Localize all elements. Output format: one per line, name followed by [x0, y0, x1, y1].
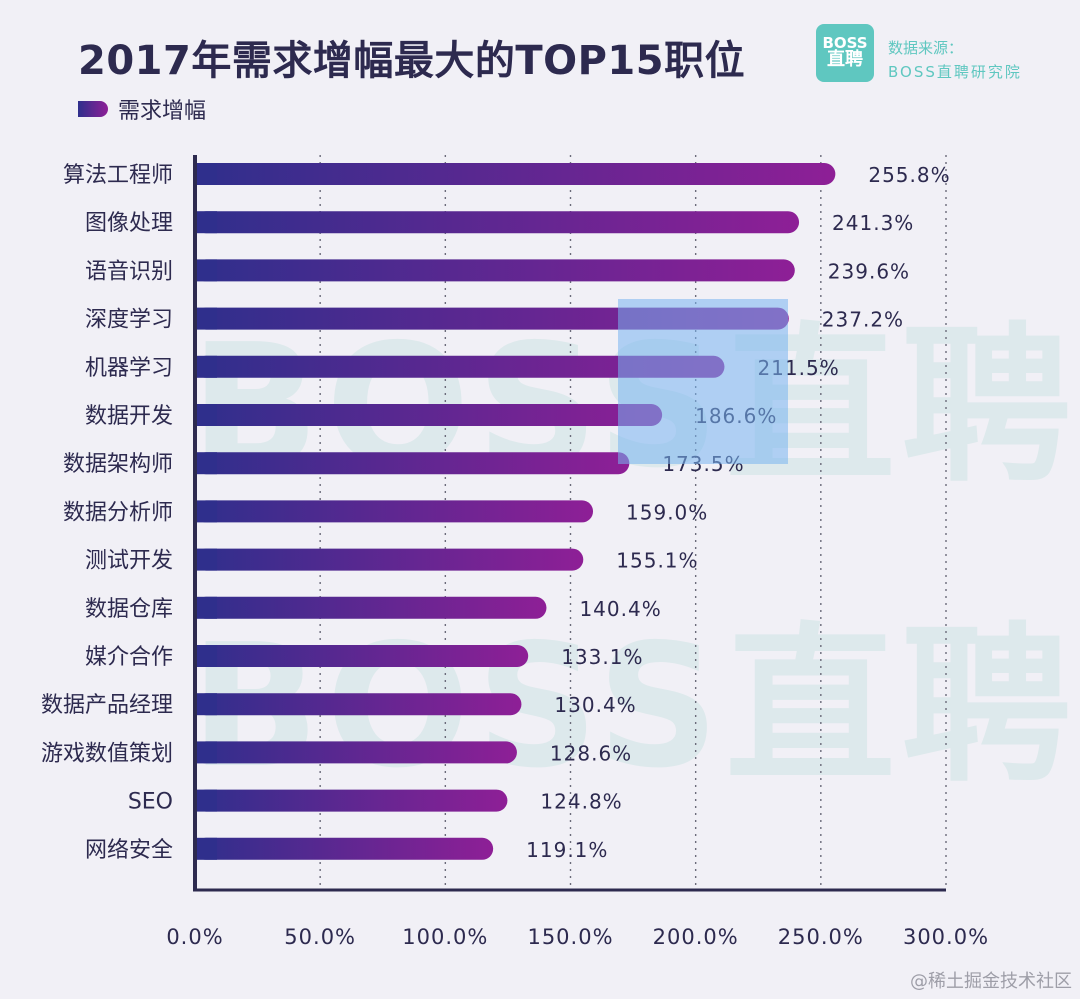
logo-text-top: BOSS — [822, 33, 868, 52]
boss-logo: BOSS 直聘 — [816, 24, 874, 82]
source-label: 数据来源： — [888, 39, 964, 57]
x-tick-label: 100.0% — [402, 925, 488, 949]
bar — [195, 404, 663, 426]
bar — [195, 837, 494, 860]
legend-swatch — [78, 101, 108, 117]
bar-left-edge — [195, 211, 217, 234]
category-label: 语音识别 — [85, 259, 173, 284]
category-label: 媒介合作 — [85, 645, 173, 670]
data-label: 130.4% — [554, 693, 636, 717]
x-tick-label: 0.0% — [166, 925, 223, 949]
category-label: 测试开发 — [85, 549, 173, 574]
x-tick-label: 50.0% — [284, 925, 356, 949]
bar-left-edge — [195, 355, 217, 378]
bar-left-edge — [195, 500, 217, 523]
legend: 需求增幅 — [78, 96, 207, 124]
bar — [195, 355, 725, 378]
bar — [195, 789, 508, 812]
data-label: 128.6% — [550, 741, 632, 765]
bar — [195, 596, 547, 619]
data-label: 159.0% — [626, 500, 708, 524]
bar-left-edge — [195, 596, 217, 619]
category-label: 数据架构师 — [63, 452, 173, 477]
category-label: 图像处理 — [85, 211, 173, 236]
bar-left-edge — [195, 837, 217, 860]
category-label: SEO — [128, 790, 173, 815]
x-tick-label: 150.0% — [527, 925, 613, 949]
bar — [195, 163, 836, 185]
data-label: 133.1% — [561, 645, 643, 669]
bar-left-edge — [195, 645, 217, 667]
bar-left-edge — [195, 404, 217, 426]
data-label: 140.4% — [579, 597, 661, 621]
bar — [195, 548, 584, 571]
bar-left-edge — [195, 693, 217, 716]
x-tick-label: 200.0% — [653, 925, 739, 949]
data-source: 数据来源： BOSS直聘研究院 — [888, 36, 1022, 84]
bar-left-edge — [195, 548, 217, 571]
data-label: 239.6% — [828, 259, 910, 283]
bar — [195, 693, 522, 716]
bar-left-edge — [195, 259, 217, 282]
bar-left-edge — [195, 452, 217, 475]
bar-left-edge — [195, 163, 217, 185]
category-label: 数据分析师 — [63, 500, 173, 525]
bar — [195, 500, 594, 523]
category-label: 深度学习 — [85, 308, 173, 333]
highlight-overlay — [618, 299, 788, 464]
bar — [195, 645, 529, 667]
category-label: 算法工程师 — [63, 163, 173, 188]
data-label: 237.2% — [822, 308, 904, 332]
bar-left-edge — [195, 789, 217, 812]
data-label: 241.3% — [832, 211, 914, 235]
data-label: 255.8% — [868, 163, 950, 187]
platform-watermark: @稀土掘金技术社区 — [910, 971, 1072, 992]
category-label: 数据产品经理 — [41, 693, 173, 718]
data-label: 119.1% — [526, 838, 608, 862]
logo-text-bottom: 直聘 — [827, 49, 863, 71]
chart-title: 2017年需求增幅最大的TOP15职位 — [78, 38, 746, 84]
data-label: 124.8% — [540, 790, 622, 814]
bar — [195, 452, 630, 475]
x-tick-label: 250.0% — [778, 925, 864, 949]
source-name: BOSS直聘研究院 — [888, 63, 1022, 81]
bar — [195, 259, 795, 282]
bar-left-edge — [195, 307, 217, 330]
category-label: 游戏数值策划 — [41, 741, 173, 766]
legend-label: 需求增幅 — [118, 99, 207, 124]
category-label: 数据仓库 — [85, 597, 173, 622]
category-label: 数据开发 — [85, 404, 173, 429]
data-label: 155.1% — [616, 549, 698, 573]
category-label: 网络安全 — [85, 838, 173, 863]
bar — [195, 211, 800, 234]
x-tick-label: 300.0% — [903, 925, 989, 949]
bar-left-edge — [195, 741, 217, 764]
bar — [195, 741, 517, 764]
category-label: 机器学习 — [85, 356, 173, 381]
